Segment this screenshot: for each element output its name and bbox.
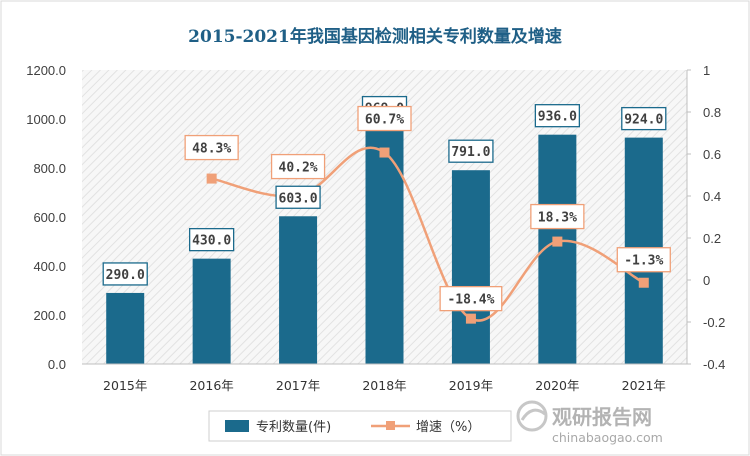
growth-data-label-box	[270, 153, 326, 180]
x-tick-label: 2017年	[276, 378, 320, 393]
bar	[451, 170, 490, 364]
bar	[365, 126, 404, 364]
y-left-tick-label: 600.0	[33, 210, 66, 225]
growth-data-label: 18.3%	[538, 211, 577, 226]
x-tick-label: 2015年	[103, 378, 147, 393]
y-right-tick-label: -0.2	[703, 315, 725, 330]
growth-data-label: -1.3%	[624, 254, 663, 269]
growth-data-label: 48.3%	[192, 142, 231, 157]
growth-data-label: 60.7%	[365, 113, 404, 128]
legend-box	[208, 410, 512, 442]
y-right-tick-label: 1	[703, 63, 710, 78]
y-left-tick-label: 200.0	[33, 308, 66, 323]
x-tick-label: 2021年	[622, 378, 666, 393]
y-right-tick-label: -0.4	[703, 357, 725, 372]
y-left-tick-label: 1000.0	[26, 112, 66, 127]
bar-data-label: 430.0	[192, 234, 231, 249]
growth-data-label-box	[439, 285, 503, 312]
y-left-tick-label: 0.0	[48, 357, 66, 372]
growth-data-label-box	[530, 203, 585, 230]
growth-marker	[206, 173, 217, 184]
bar-data-label: 791.0	[451, 145, 490, 160]
bar	[106, 292, 145, 364]
growth-data-label-box	[357, 105, 412, 132]
x-tick-label: 2019年	[449, 378, 493, 393]
bar-data-label: 924.0	[624, 113, 663, 128]
bar-data-label-box	[448, 139, 494, 163]
bar-data-label-box	[534, 104, 581, 128]
growth-data-label-box	[184, 134, 239, 161]
legend: 专利数量(件) 增速（%）	[208, 410, 512, 442]
y-right-tick-label: 0.6	[703, 147, 721, 162]
bar-data-label-box	[621, 106, 667, 131]
y-left-axis: 0.0 200.0 400.0 600.0 800.0 1000.0 1200.0	[26, 63, 66, 372]
growth-marker	[465, 313, 476, 324]
x-axis: 2015年 2016年 2017年 2018年 2019年 2020年 2021年	[82, 363, 687, 393]
y-right-tick-label: 0.2	[703, 231, 721, 246]
bar-data-label: 936.0	[538, 110, 577, 125]
bar-data-label: 290.0	[106, 268, 145, 283]
line-data-labels: 48.3% 40.2% 60.7% -18.4% 18.3% -1.3%	[184, 105, 671, 312]
bar-series	[106, 126, 663, 364]
bar-data-label: 603.0	[279, 191, 318, 206]
bar-data-label-box	[275, 185, 321, 209]
y-right-tick-label: 0.8	[703, 105, 721, 120]
y-left-tick-label: 400.0	[33, 259, 66, 274]
legend-bar-swatch	[225, 420, 249, 432]
watermark-en: chinabaogao.com	[552, 430, 663, 445]
growth-data-label: 40.2%	[279, 161, 318, 176]
legend-bar-label: 专利数量(件)	[256, 420, 331, 435]
legend-line-label: 增速（%）	[416, 420, 480, 435]
bar-data-label-box	[102, 262, 148, 286]
legend-line-marker	[386, 421, 395, 430]
x-tick-label: 2016年	[189, 378, 233, 393]
growth-data-label-box	[616, 247, 671, 273]
watermark-cn: 观研报告网	[552, 405, 652, 429]
growth-marker	[379, 147, 390, 158]
bar	[192, 258, 231, 364]
growth-data-label: -18.4%	[447, 293, 494, 308]
y-left-tick-label: 800.0	[33, 161, 66, 176]
y-left-tick-label: 1200.0	[26, 63, 66, 78]
growth-marker	[552, 236, 563, 247]
bar-data-label-box	[188, 227, 235, 252]
y-right-axis: -0.4 -0.2 0 0.2 0.4 0.6 0.8 1	[686, 63, 725, 372]
y-right-tick-label: 0.4	[703, 189, 721, 204]
chart-title: 2015-2021年我国基因检测相关专利数量及增速	[188, 26, 562, 47]
y-right-tick-label: 0	[703, 273, 710, 288]
watermark: 观研报告网 chinabaogao.com	[516, 400, 663, 445]
growth-marker	[638, 277, 649, 288]
watermark-logo-icon	[516, 400, 548, 432]
x-tick-label: 2018年	[362, 378, 406, 393]
x-tick-label: 2020年	[535, 378, 579, 393]
bar	[279, 216, 318, 364]
